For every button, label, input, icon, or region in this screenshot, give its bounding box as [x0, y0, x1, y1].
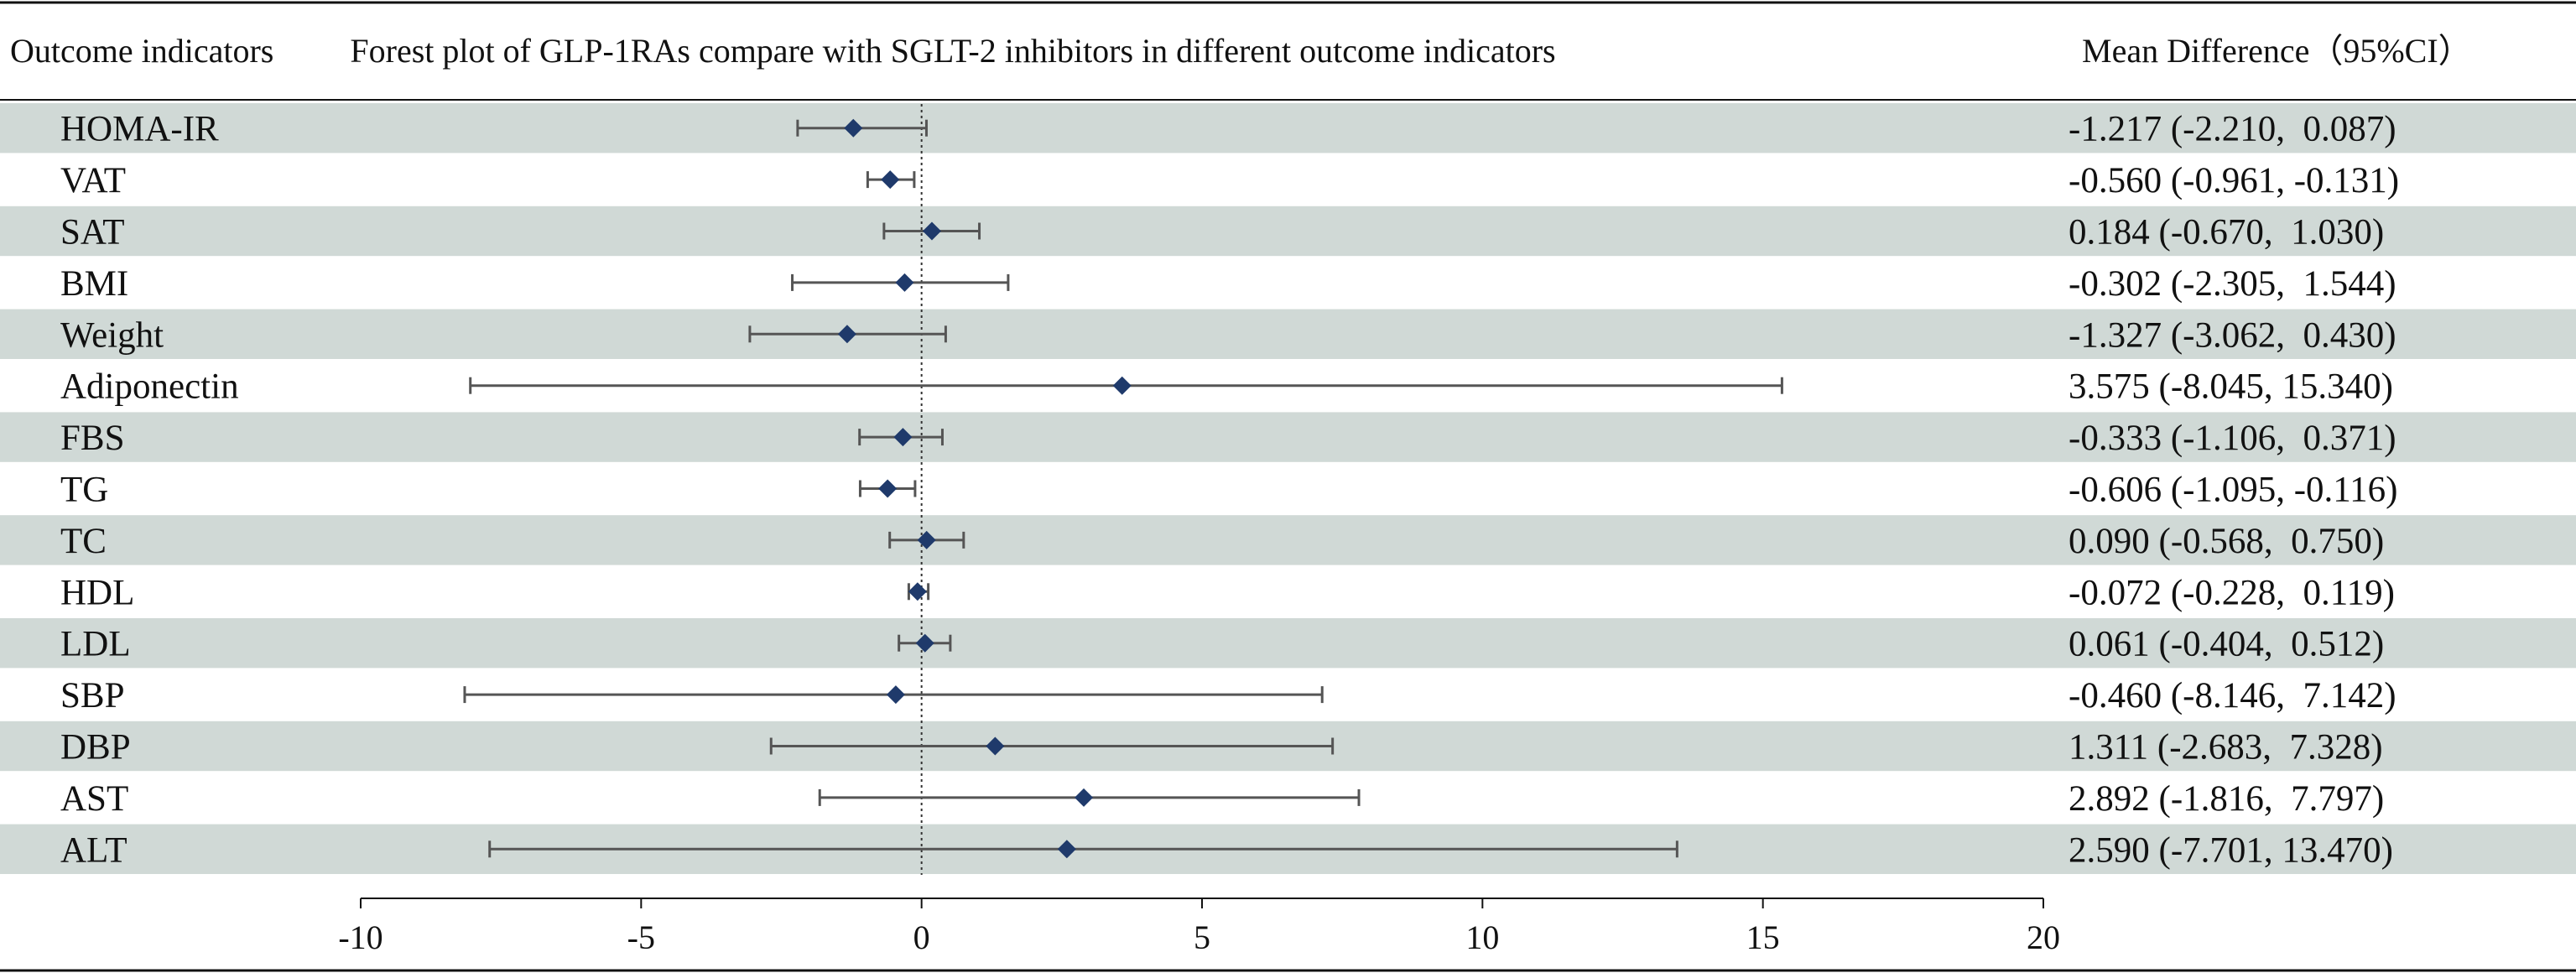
x-axis: -10 -5 0 5 10 15 20	[338, 898, 2060, 956]
md-alt: 2.590 (-7.701, 13.470)	[2069, 830, 2393, 870]
label-dbp: DBP	[60, 728, 131, 767]
md-sbp: -0.460 (-8.146, 7.142)	[2069, 676, 2396, 715]
x-tick-label: 10	[1465, 918, 1499, 956]
row-stripe-sat	[0, 206, 2576, 257]
md-dbp: 1.311 (-2.683, 7.328)	[2069, 728, 2383, 767]
outcome-labels: HOMA-IR VAT SAT BMI Weight Adiponectin FBS TG TC…	[60, 110, 239, 871]
row-stripe-tc	[0, 515, 2576, 565]
marker-dbp	[986, 736, 1005, 756]
md-ast: 2.892 (-1.816, 7.797)	[2069, 779, 2384, 819]
label-vat: VAT	[60, 161, 126, 200]
md-ldl: 0.061 (-0.404, 0.512)	[2069, 625, 2384, 664]
label-bmi: BMI	[60, 264, 128, 304]
row-stripe-weight	[0, 309, 2576, 359]
label-sat: SAT	[60, 213, 124, 252]
marker-adiponectin	[1112, 376, 1132, 395]
header-outcome-indicators: Outcome indicators	[10, 32, 273, 70]
chart-title: Forest plot of GLP-1RAs compare with SGL…	[350, 32, 1555, 70]
label-fbs: FBS	[60, 419, 125, 458]
marker-hdl	[908, 582, 927, 601]
marker-tg	[878, 479, 898, 498]
md-adiponectin: 3.575 (-8.045, 15.340)	[2069, 367, 2393, 407]
label-homa-ir: HOMA-IR	[60, 110, 219, 149]
marker-ast	[1075, 788, 1094, 807]
label-adiponectin: Adiponectin	[60, 367, 239, 407]
md-tg: -0.606 (-1.095, -0.116)	[2069, 471, 2398, 510]
marker-bmi	[895, 273, 914, 292]
label-sbp: SBP	[60, 676, 125, 715]
marker-homa-ir	[844, 118, 863, 138]
md-tc: 0.090 (-0.568, 0.750)	[2069, 522, 2384, 561]
marker-alt	[1057, 840, 1076, 859]
label-ast: AST	[60, 779, 128, 819]
label-weight: Weight	[60, 315, 164, 355]
marker-weight	[837, 325, 856, 344]
md-vat: -0.560 (-0.961, -0.131)	[2069, 161, 2399, 200]
x-tick-label: 5	[1194, 918, 1210, 956]
md-sat: 0.184 (-0.670, 1.030)	[2069, 213, 2384, 252]
x-tick-label: 15	[1746, 918, 1780, 956]
label-alt: ALT	[60, 830, 127, 870]
marker-vat	[881, 170, 900, 190]
x-tick-label: -10	[338, 918, 382, 956]
label-hdl: HDL	[60, 573, 134, 612]
x-tick-label: 20	[2027, 918, 2060, 956]
effect-markers	[837, 118, 1132, 859]
md-homa-ir: -1.217 (-2.210, 0.087)	[2069, 110, 2396, 149]
row-stripes	[0, 103, 2576, 874]
row-stripe-ldl	[0, 618, 2576, 669]
marker-tc	[917, 530, 936, 549]
header-mean-difference: Mean Difference（95%CI）	[2082, 32, 2472, 70]
md-fbs: -0.333 (-1.106, 0.371)	[2069, 419, 2396, 458]
label-tg: TG	[60, 471, 108, 510]
marker-sbp	[886, 685, 905, 705]
row-stripe-fbs	[0, 412, 2576, 462]
marker-sat	[922, 221, 941, 241]
row-stripe-homa-ir	[0, 103, 2576, 153]
marker-fbs	[893, 428, 913, 447]
x-tick-label: -5	[627, 918, 655, 956]
md-weight: -1.327 (-3.062, 0.430)	[2069, 315, 2396, 355]
x-tick-label: 0	[913, 918, 930, 956]
label-ldl: LDL	[60, 625, 131, 664]
label-tc: TC	[60, 522, 107, 561]
md-hdl: -0.072 (-0.228, 0.119)	[2069, 573, 2395, 612]
mean-difference-values: -1.217 (-2.210, 0.087) -0.560 (-0.961, -0…	[2069, 110, 2399, 871]
md-bmi: -0.302 (-2.305, 1.544)	[2069, 264, 2396, 304]
marker-ldl	[915, 633, 934, 653]
